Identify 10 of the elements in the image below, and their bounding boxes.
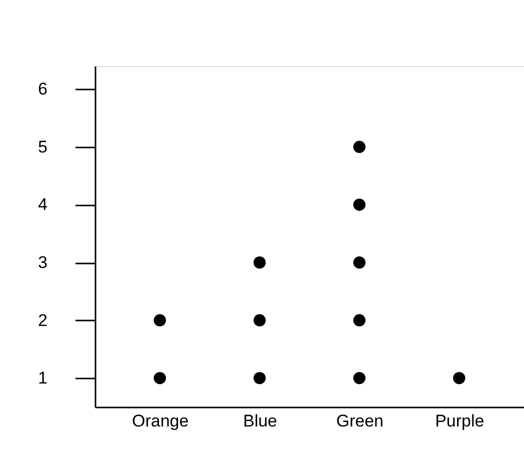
x-tick-label: Green (336, 412, 384, 430)
x-tick-label: Blue (243, 412, 278, 430)
y-tick-label: 1 (38, 368, 48, 388)
x-tick-label: Purple (435, 412, 484, 430)
y-tick-label: 6 (38, 80, 48, 99)
y-tick-label: 5 (38, 137, 48, 156)
x-tick-label: Orange (132, 412, 189, 430)
y-tick-label: 2 (38, 310, 48, 330)
y-tick-label: 3 (38, 253, 48, 272)
y-tick-label: 4 (38, 195, 48, 214)
